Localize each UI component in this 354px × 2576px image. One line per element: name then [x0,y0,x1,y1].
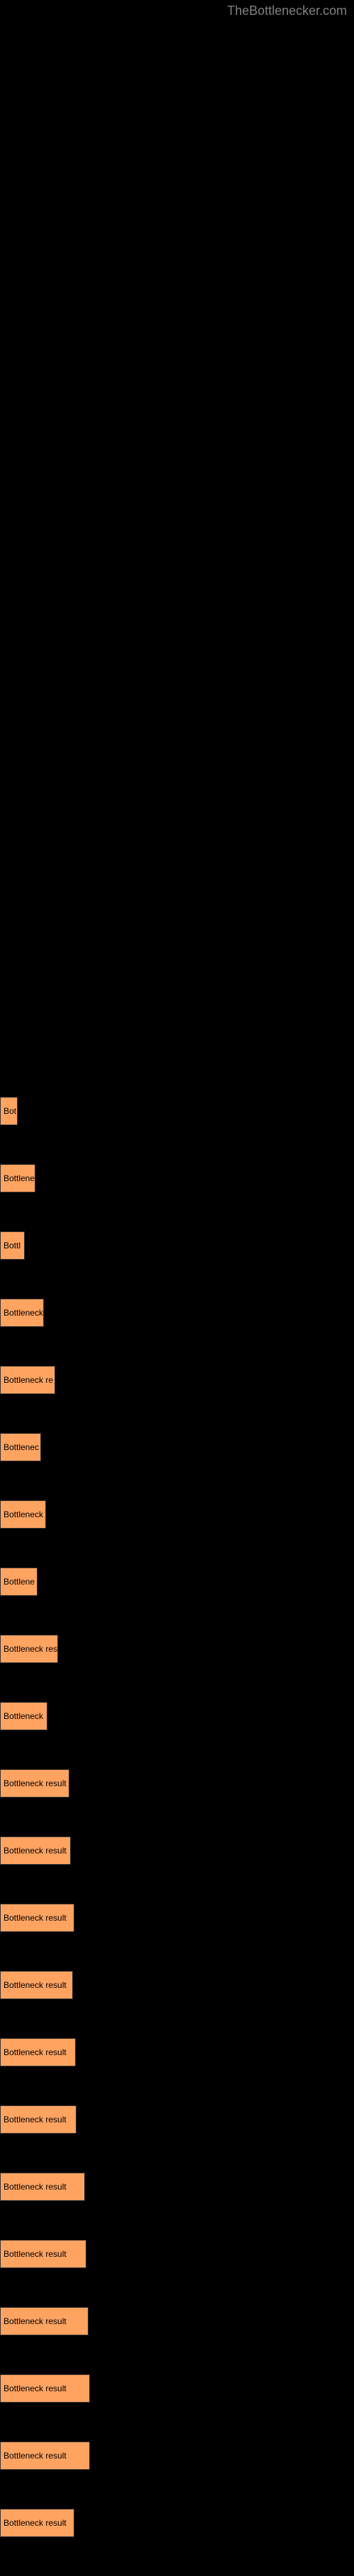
bar-label: Bottleneck [4,1711,43,1721]
bar-label: Bottlene [4,1577,35,1587]
chart-bar: Bottlene [0,1164,35,1192]
bar-wrapper: Bottl [0,1231,354,1260]
chart-bar: Bottleneck result [0,1769,69,1798]
chart-bar: Bottleneck result [0,2374,90,2403]
bar-label: Bottleneck result [4,2182,67,2192]
chart-bar: Bottleneck result [0,2442,90,2470]
chart-bar: Bottlenec [0,1433,41,1461]
chart-bar: Bottleneck re [0,1366,55,1394]
bar-label: Bottleneck result [4,2384,67,2393]
bar-wrapper: Bottleneck result [0,2240,354,2268]
bar-wrapper: Bottleneck result [0,1836,354,1865]
bar-wrapper: Bottleneck result [0,2374,354,2403]
bar-wrapper: Bottlene [0,1568,354,1596]
bar-wrapper: Bottleneck result [0,1971,354,1999]
bar-label: Bottleneck result [4,2518,67,2528]
bar-label: Bottl [4,1241,21,1250]
chart-bar: Bottleneck result [0,2240,86,2268]
chart-bar: Bottleneck res [0,1635,58,1663]
bar-label: Bottleneck result [4,1778,67,1788]
bar-label: Bottleneck result [4,2316,67,2326]
bar-label: Bottleneck res [4,1644,57,1654]
chart-bar: Bottleneck result [0,1836,71,1865]
bar-wrapper: Bottlenec [0,1433,354,1461]
bar-wrapper: Bottleneck result [0,2509,354,2537]
chart-bar: Bottleneck result [0,2173,85,2201]
bar-label: Bottleneck re [4,1375,53,1385]
bar-wrapper: Bottleneck result [0,1769,354,1798]
bar-label: Bottleneck result [4,2115,67,2124]
chart-bar: Bottleneck result [0,1904,74,1932]
bar-label: Bottlene [4,1173,35,1183]
watermark-text: TheBottlenecker.com [227,4,347,18]
bar-wrapper: Bottleneck re [0,1366,354,1394]
bar-label: Bottleneck [4,1510,43,1519]
bar-label: Bottlenec [4,1442,39,1452]
bar-label: Bottleneck result [4,1913,67,1923]
bar-wrapper: Bottleneck [0,1299,354,1327]
bar-wrapper: Bottleneck [0,1702,354,1730]
chart-bar: Bottlene [0,1568,38,1596]
bar-wrapper: Bottleneck result [0,2038,354,2066]
bar-wrapper: Bottlene [0,1164,354,1192]
chart-bar: Bottleneck result [0,2307,88,2335]
chart-bar: Bottleneck result [0,2105,76,2134]
bar-wrapper: Bottleneck result [0,2105,354,2134]
bar-wrapper: Bottleneck result [0,2307,354,2335]
bar-label: Bottleneck result [4,1980,67,1990]
chart-bar: Bot [0,1097,18,1125]
chart-bar: Bottleneck [0,1702,47,1730]
bar-label: Bottleneck [4,1308,43,1318]
bar-wrapper: Bot [0,1097,354,1125]
chart-bar: Bottleneck [0,1299,44,1327]
bar-label: Bottleneck result [4,2047,67,2057]
bar-wrapper: Bottleneck result [0,2442,354,2470]
bar-chart: Bot Bottlene Bottl Bottleneck Bottleneck re B… [0,0,354,2537]
bar-label: Bottleneck result [4,1846,67,1856]
bar-label: Bottleneck result [4,2451,67,2461]
chart-bar: Bottleneck result [0,2509,74,2537]
bar-wrapper: Bottleneck result [0,1904,354,1932]
bar-wrapper: Bottleneck res [0,1635,354,1663]
bar-wrapper: Bottleneck [0,1500,354,1529]
chart-bar: Bottl [0,1231,25,1260]
chart-bar: Bottleneck result [0,2038,76,2066]
chart-bar: Bottleneck [0,1500,46,1529]
chart-bar: Bottleneck result [0,1971,73,1999]
bar-label: Bot [4,1106,16,1116]
bar-label: Bottleneck result [4,2249,67,2259]
bar-wrapper: Bottleneck result [0,2173,354,2201]
